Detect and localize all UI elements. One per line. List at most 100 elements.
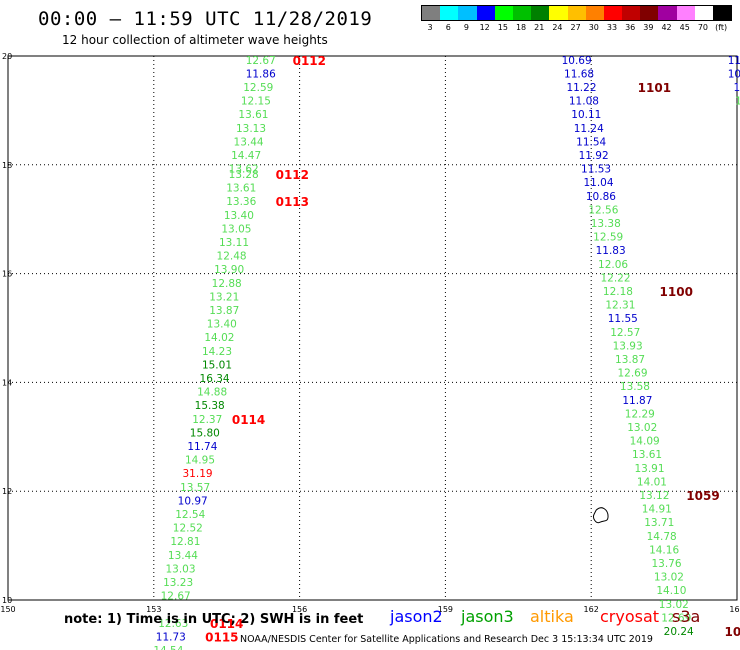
wave-height-label: 13.44: [168, 550, 198, 562]
legend-s3a: s3a: [672, 607, 701, 626]
time-label: 1101: [638, 81, 671, 95]
wave-height-label: 12.22: [600, 272, 630, 284]
color-scale-label: 45: [679, 23, 690, 32]
wave-height-label: 14.23: [202, 346, 232, 358]
wave-height-label: 11.5: [728, 55, 740, 67]
wave-height-label: 10.97: [178, 495, 208, 507]
wave-height-label: 14.09: [630, 436, 660, 448]
wave-height-label: 13.28: [229, 169, 259, 181]
wave-height-label: 11.04: [583, 177, 613, 189]
color-scale-label: 70: [697, 23, 708, 32]
wave-height-label: 12: [735, 96, 740, 108]
wave-height-label: 13.61: [632, 449, 662, 461]
wave-height-label: 13.44: [234, 136, 264, 148]
time-label: 1059: [686, 489, 719, 503]
wave-height-label: 13.90: [214, 264, 244, 276]
color-scale-label: (ft): [715, 23, 728, 32]
legend-altika: altika: [530, 607, 574, 626]
wave-height-label: 12.88: [212, 278, 242, 290]
color-scale-swatch: [458, 6, 477, 20]
wave-height-label: 31.19: [183, 468, 213, 480]
wave-height-label: 13.40: [224, 210, 254, 222]
wave-height-label: 14.88: [197, 387, 227, 399]
wave-height-label: 13.71: [644, 517, 674, 529]
color-scale-swatch: [585, 6, 604, 20]
chart-credit: NOAA/NESDIS Center for Satellite Applica…: [240, 634, 653, 645]
color-scale-swatch: [494, 6, 513, 20]
wave-height-label: 11.: [734, 82, 740, 94]
wave-height-label: 13.61: [238, 109, 268, 121]
wave-height-label: 14.01: [637, 476, 667, 488]
color-scale-swatch: [658, 6, 677, 20]
wave-height-label: 11.08: [569, 96, 599, 108]
x-tick-label: 159: [438, 605, 453, 614]
wave-height-label: 14.78: [647, 531, 677, 543]
wave-height-label: 11.74: [187, 441, 217, 453]
y-tick-label: 18: [2, 161, 12, 170]
wave-height-label: 11.86: [246, 68, 276, 80]
wave-height-label: 13.23: [163, 577, 193, 589]
wave-height-label: 13.38: [591, 218, 621, 230]
wave-height-label: 13.02: [627, 422, 657, 434]
wave-height-label: 13.21: [209, 291, 239, 303]
wave-height-label: 13.58: [620, 381, 650, 393]
wave-height-label: 13.12: [639, 490, 669, 502]
wave-height-label: 12.15: [241, 96, 271, 108]
color-scale-swatch: [640, 6, 659, 20]
color-scale-swatch: [676, 6, 695, 20]
wave-height-label: 11.22: [566, 82, 596, 94]
wave-height-label: 12.67: [161, 591, 191, 603]
wave-height-label: 14.16: [649, 544, 679, 556]
wave-height-label: 11.55: [608, 313, 638, 325]
wave-height-label: 13.11: [219, 237, 249, 249]
color-scale-swatch: [694, 6, 713, 20]
x-tick-label: 156: [292, 605, 307, 614]
wave-height-label: 14.95: [185, 455, 215, 467]
wave-height-label: 13.02: [654, 572, 684, 584]
time-label: 0114: [232, 413, 265, 427]
color-scale-label: 39: [643, 23, 654, 32]
wave-height-label: 12.63: [158, 618, 188, 630]
wave-height-label: 12.59: [593, 232, 623, 244]
wave-height-label: 11.92: [579, 150, 609, 162]
color-scale-label: 9: [463, 23, 470, 32]
wave-height-label: 11.54: [576, 136, 606, 148]
wave-height-label: 15.80: [190, 427, 220, 439]
wave-height-label: 16.34: [200, 373, 230, 385]
legend-jason2: jason2: [390, 607, 443, 626]
wave-height-label: 13.57: [180, 482, 210, 494]
wave-height-label: 20.24: [664, 626, 694, 638]
wave-height-label: 11.83: [596, 245, 626, 257]
color-scale-label: 3: [427, 23, 433, 32]
wave-height-label: 13.40: [207, 319, 237, 331]
wave-height-label: 15.01: [202, 359, 232, 371]
time-label: 1100: [660, 285, 693, 299]
wave-height-label: 13.76: [651, 558, 681, 570]
x-tick-label: 165: [729, 605, 740, 614]
y-tick-label: 10: [2, 596, 12, 605]
time-label: 0113: [276, 195, 309, 209]
wave-height-label: 12.81: [170, 536, 200, 548]
wave-height-label: 10.11: [571, 109, 601, 121]
wave-height-label: 13.05: [221, 223, 251, 235]
x-tick-label: 162: [584, 605, 599, 614]
color-scale: 3 6 9 12 15 18 21 24 27 30 33 36 39 42 45 70 (ft): [421, 5, 733, 32]
color-scale-label: 21: [534, 23, 545, 32]
time-label: 105: [724, 625, 740, 639]
wave-height-label: 12.54: [175, 509, 205, 521]
wave-height-label: 13.13: [236, 123, 266, 135]
wave-height-label: 10.86: [586, 191, 616, 203]
island-outline: [593, 507, 609, 524]
wave-height-label: 13.61: [226, 183, 256, 195]
color-scale-label: 6: [445, 23, 451, 32]
wave-height-label: 12.57: [610, 327, 640, 339]
color-scale-labels: 3 6 9 12 15 18 21 24 27 30 33 36 39 42 45 70 (ft): [421, 23, 732, 32]
wave-height-label: 14.91: [642, 504, 672, 516]
time-label: 0112: [276, 168, 309, 182]
wave-height-label: 11.68: [564, 68, 594, 80]
color-scale-label: 42: [661, 23, 672, 32]
time-label: 0112: [293, 54, 326, 68]
wave-height-label: 11.73: [156, 631, 186, 643]
